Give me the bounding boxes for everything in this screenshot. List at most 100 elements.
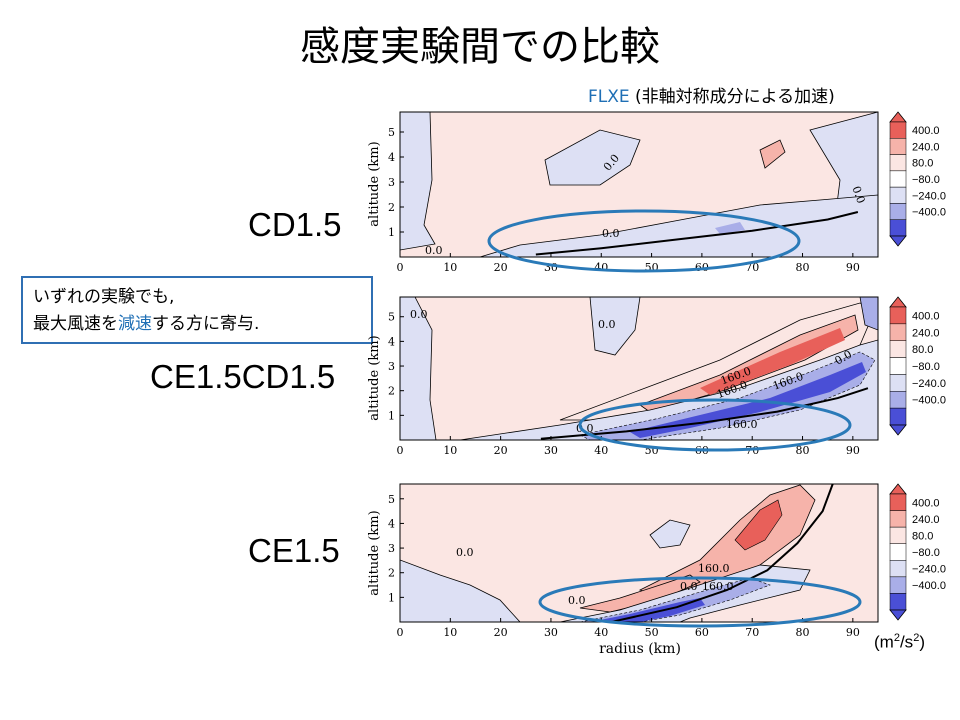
highlight-ellipse-ce15 (538, 576, 862, 628)
panel2-frame (399, 296, 879, 441)
panel2-pos-band-strong (700, 328, 845, 395)
panel1-neg-patch (715, 222, 745, 234)
x-tick-label: 90 (846, 261, 860, 274)
units-label: (m2/s2) (874, 632, 925, 652)
y-tick-label: 5 (388, 493, 395, 506)
x-tick-label: 0 (397, 444, 404, 457)
panel2-contour-label: 160.0 (726, 418, 758, 431)
panel3-contour-label: 0.0 (568, 594, 586, 607)
panel3-neg-band-mid (579, 577, 771, 622)
x-tick-label: 10 (443, 444, 457, 457)
subtitle-flxe: FLXE (588, 87, 630, 107)
colorbar-segment (889, 357, 907, 375)
y-tick-label: 3 (388, 542, 395, 555)
colorbar-segment (889, 154, 907, 172)
y-tick-label: 3 (388, 176, 395, 189)
subtitle-desc: (非軸対称成分による加速) (629, 87, 835, 107)
colorbar-tick-label: −400.0 (912, 580, 946, 592)
colorbar-tick-label: 240.0 (912, 514, 940, 526)
colorbar-segment (889, 340, 907, 358)
y-tick-label: 4 (388, 335, 395, 348)
panel3-xlabel: radius (km) (599, 641, 681, 657)
panel1-frame (399, 111, 879, 258)
y-tick-label: 5 (388, 126, 395, 139)
x-tick-label: 0 (397, 261, 404, 274)
colorbar-tick-label: 240.0 (912, 141, 940, 153)
colorbar-segment (889, 203, 907, 220)
colorbar-segment (889, 407, 907, 426)
colorbar-top-arrow (889, 296, 907, 308)
panel2-ylabel: altitude (km) (367, 335, 382, 420)
colorbar-segment (889, 306, 907, 325)
colorbar-tick-label: 400.0 (912, 310, 940, 322)
y-tick-label: 2 (388, 201, 395, 214)
panel3-contour-label: 0.0 (456, 546, 474, 559)
y-tick-label: 1 (388, 226, 395, 239)
panel3-neg-region-small (649, 519, 691, 549)
colorbar-segment (889, 170, 907, 188)
panel3-neg-region-left (400, 559, 521, 622)
panel1-neg-region-mid (544, 129, 641, 186)
panel3-x-ticks: 0 10 20 30 40 50 60 70 80 90 (397, 618, 860, 639)
panel1-contour-label: 0.0 (425, 244, 443, 257)
panel3-contour-label: 160.0 (698, 562, 730, 575)
slide-title: 感度実験間での比較 (300, 24, 660, 70)
colorbar-segment (889, 391, 907, 409)
x-tick-label: 30 (544, 626, 558, 639)
colorbar-cd15: 400.0 240.0 80.0 −80.0 −240.0 −400.0 (889, 111, 946, 247)
note-highlight: 減速 (118, 314, 152, 334)
x-tick-label: 30 (544, 444, 558, 457)
panel-cd15: 0.0 0.0 0.0 0.0 0 10 20 30 40 50 60 70 80 90 1234… (367, 111, 879, 274)
panel2-x-ticks: 0 10 20 30 40 50 60 70 80 90 (397, 436, 860, 457)
panel3-contour-label: 0.0 (680, 580, 698, 593)
panel1-y-ticks: 1 2 3 4 5 (388, 126, 404, 239)
colorbar-segment (889, 138, 907, 155)
panel3-rmw-curve (611, 484, 834, 622)
panel1-neg-region-bottom (479, 194, 878, 257)
x-tick-label: 50 (645, 626, 659, 639)
colorbar-top-arrow (889, 483, 907, 495)
colorbar-segment (889, 560, 907, 578)
colorbar-tick-label: −80.0 (912, 174, 940, 186)
x-tick-label: 0 (397, 626, 404, 639)
panel2-neg-region-left (400, 297, 437, 440)
x-tick-label: 80 (796, 444, 810, 457)
panel2-contour-label: 0.0 (598, 318, 616, 331)
colorbar-top-arrow (889, 111, 907, 123)
x-tick-label: 40 (594, 261, 608, 274)
x-tick-label: 40 (594, 444, 608, 457)
colorbar-segment (889, 374, 907, 392)
colorbar-tick-label: 80.0 (912, 158, 933, 170)
y-tick-label: 4 (388, 151, 395, 164)
x-tick-label: 10 (443, 626, 457, 639)
label-cd15: CD1.5 (248, 206, 342, 243)
colorbar-tick-label: −240.0 (912, 378, 946, 390)
note-box: いずれの実験でも, 最大風速を減速する方に寄与. (21, 276, 373, 344)
colorbar-bottom-arrow (889, 235, 907, 247)
note-text-a: 最大風速を (33, 314, 118, 334)
colorbar-segment (889, 576, 907, 594)
colorbar-segment (889, 186, 907, 204)
colorbar-ce15: 400.0 240.0 80.0 −80.0 −240.0 −400.0 (889, 483, 946, 621)
x-tick-label: 20 (494, 261, 508, 274)
subtitle: FLXE (非軸対称成分による加速) (588, 82, 835, 107)
colorbar-tick-label: −240.0 (912, 190, 946, 202)
panel2-rmw-curve (540, 387, 869, 440)
panel1-pos-region (759, 139, 786, 169)
y-tick-label: 2 (388, 567, 395, 580)
panel3-frame (399, 483, 879, 623)
highlight-ellipse-ce15cd15 (578, 398, 852, 452)
colorbar-segment (889, 543, 907, 561)
colorbar-tick-label: −400.0 (912, 207, 946, 219)
panel2-contour-label: 0.0 (410, 308, 428, 321)
colorbar-segment (889, 323, 907, 341)
colorbar-tick-label: 80.0 (912, 530, 933, 542)
x-tick-label: 90 (846, 626, 860, 639)
x-tick-label: 40 (594, 626, 608, 639)
x-tick-label: 20 (494, 626, 508, 639)
panel2-neg-corner (859, 297, 878, 331)
panel3-contour-label: 160.0 (702, 580, 734, 593)
note-line-1: いずれの実験でも, (33, 287, 175, 307)
x-tick-label: 10 (443, 261, 457, 274)
panel1-rmw-curve (535, 211, 859, 256)
